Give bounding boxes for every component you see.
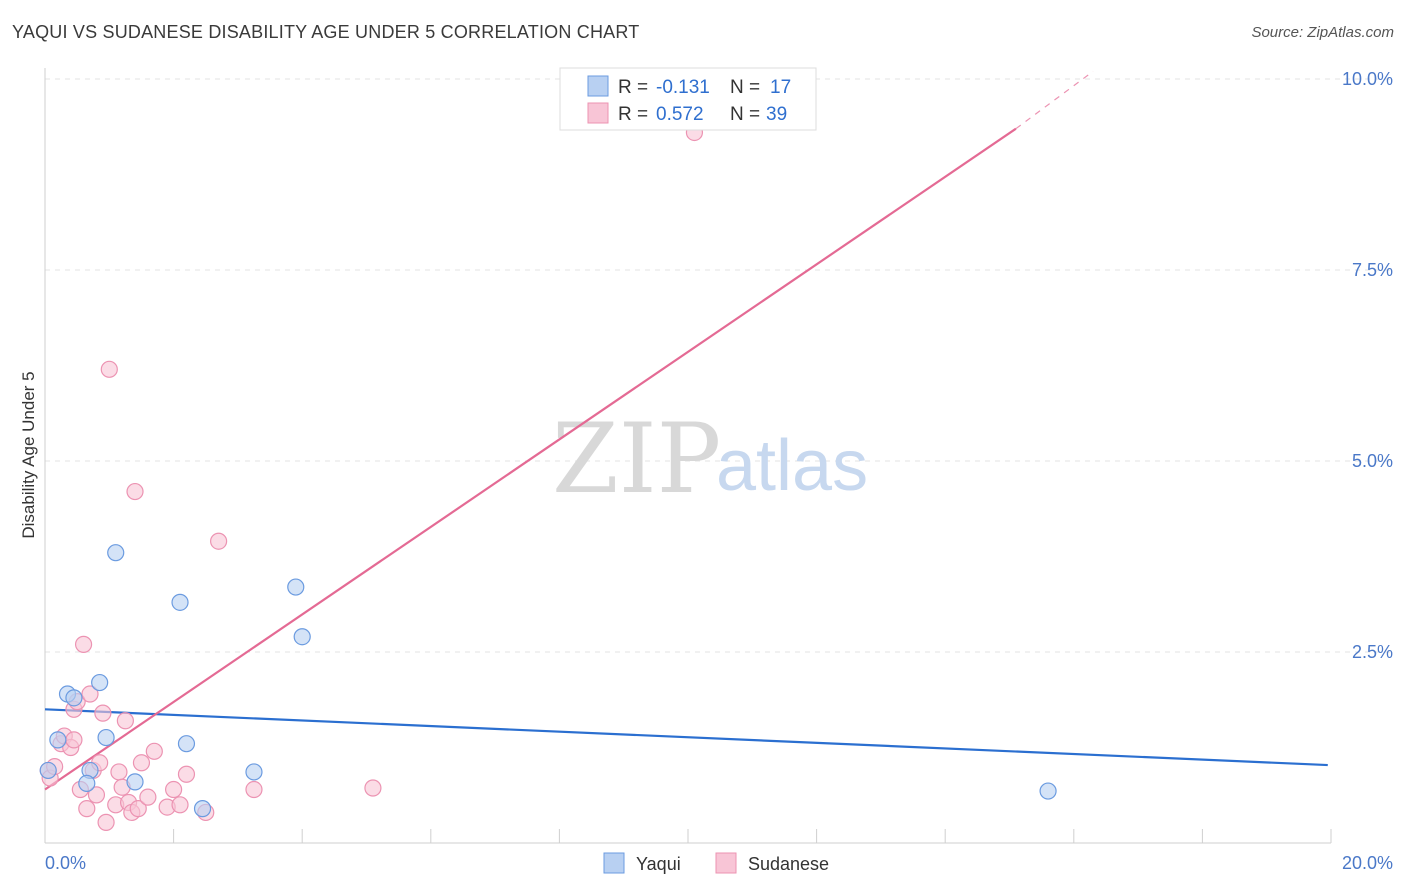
bottom-swatch-yaqui: [603, 852, 625, 874]
legend-n-value-yaqui: 17: [770, 77, 791, 98]
point-sudanese-17: [100, 360, 118, 378]
point-yaqui-1: [65, 689, 83, 707]
legend-n-value-sudanese: 39: [766, 104, 787, 125]
legend-r-value-sudanese: 0.572: [656, 104, 704, 125]
watermark: ZIP atlas: [552, 403, 868, 515]
point-sudanese-8: [65, 731, 83, 749]
watermark-zip: ZIP: [552, 403, 721, 515]
point-sudanese-15: [94, 704, 112, 722]
legend-r-label-yaqui: R =: [618, 77, 648, 98]
point-yaqui-7: [107, 544, 125, 562]
bottom-legend-sudanese: Sudanese: [748, 854, 829, 874]
point-sudanese-34: [245, 780, 263, 799]
y-tick-labels: 2.5% 5.0% 7.5% 10.0%: [1342, 69, 1393, 662]
trend-line-sudanese-extension: [1015, 70, 1094, 130]
point-yaqui-14: [293, 628, 311, 646]
trend-lines: [44, 70, 1328, 791]
point-yaqui-16: [39, 761, 57, 780]
legend-swatch-sudanese: [587, 102, 609, 124]
point-sudanese-30: [171, 796, 189, 814]
watermark-atlas: atlas: [716, 426, 868, 506]
point-sudanese-35: [364, 779, 382, 797]
point-yaqui-15: [1039, 782, 1057, 800]
point-yaqui-10: [177, 735, 196, 753]
point-yaqui-2: [91, 673, 109, 692]
point-sudanese-10: [74, 635, 93, 653]
point-sudanese-31: [177, 765, 196, 783]
x-tick-label-0: 0.0%: [45, 853, 86, 873]
y-tick-label-3: 10.0%: [1342, 69, 1393, 89]
point-yaqui-4: [97, 728, 115, 747]
x-tick-label-1: 20.0%: [1342, 853, 1393, 873]
point-sudanese-25: [129, 800, 147, 818]
series-legend: Yaqui Sudanese: [603, 852, 829, 874]
bottom-legend-yaqui: Yaqui: [636, 854, 681, 874]
point-yaqui-11: [193, 800, 212, 818]
point-yaqui-9: [171, 593, 189, 611]
data-points: [39, 123, 1057, 831]
point-yaqui-6: [78, 774, 96, 793]
point-sudanese-38: [139, 788, 157, 806]
x-tick-labels: 0.0% 20.0%: [45, 853, 1393, 873]
point-sudanese-26: [132, 754, 151, 772]
point-yaqui-3: [49, 731, 67, 749]
y-tick-label-0: 2.5%: [1352, 642, 1393, 662]
point-sudanese-13: [87, 786, 106, 804]
point-sudanese-33: [210, 532, 228, 550]
point-sudanese-11: [81, 685, 99, 703]
point-sudanese-37: [78, 800, 96, 818]
axes: [44, 68, 1332, 844]
point-yaqui-13: [287, 578, 305, 596]
legend-r-label-sudanese: R =: [618, 104, 648, 125]
legend-n-label-sudanese: N =: [730, 104, 760, 125]
grid-lines: [45, 78, 1395, 653]
correlation-legend: R = -0.131 N = 17 R = 0.572 N = 39: [559, 67, 817, 131]
legend-r-value-yaqui: -0.131: [656, 77, 710, 98]
source-label: Source: ZipAtlas.com: [1251, 24, 1394, 41]
y-tick-label-1: 5.0%: [1352, 451, 1393, 471]
point-yaqui-8: [126, 773, 144, 791]
point-sudanese-29: [165, 780, 183, 799]
trend-line-yaqui: [44, 708, 1328, 767]
legend-swatch-yaqui: [587, 75, 609, 97]
point-sudanese-21: [116, 712, 134, 730]
point-sudanese-27: [145, 742, 163, 760]
legend-n-label-yaqui: N =: [730, 77, 760, 98]
point-sudanese-24: [126, 482, 144, 501]
point-sudanese-19: [110, 763, 128, 781]
bottom-swatch-sudanese: [715, 852, 737, 874]
y-axis-label: Disability Age Under 5: [19, 371, 38, 538]
point-yaqui-12: [245, 763, 263, 781]
trend-line-sudanese: [44, 127, 1017, 791]
point-sudanese-16: [97, 813, 115, 831]
y-tick-label-2: 7.5%: [1352, 260, 1393, 280]
chart-title: YAQUI VS SUDANESE DISABILITY AGE UNDER 5…: [12, 22, 640, 42]
